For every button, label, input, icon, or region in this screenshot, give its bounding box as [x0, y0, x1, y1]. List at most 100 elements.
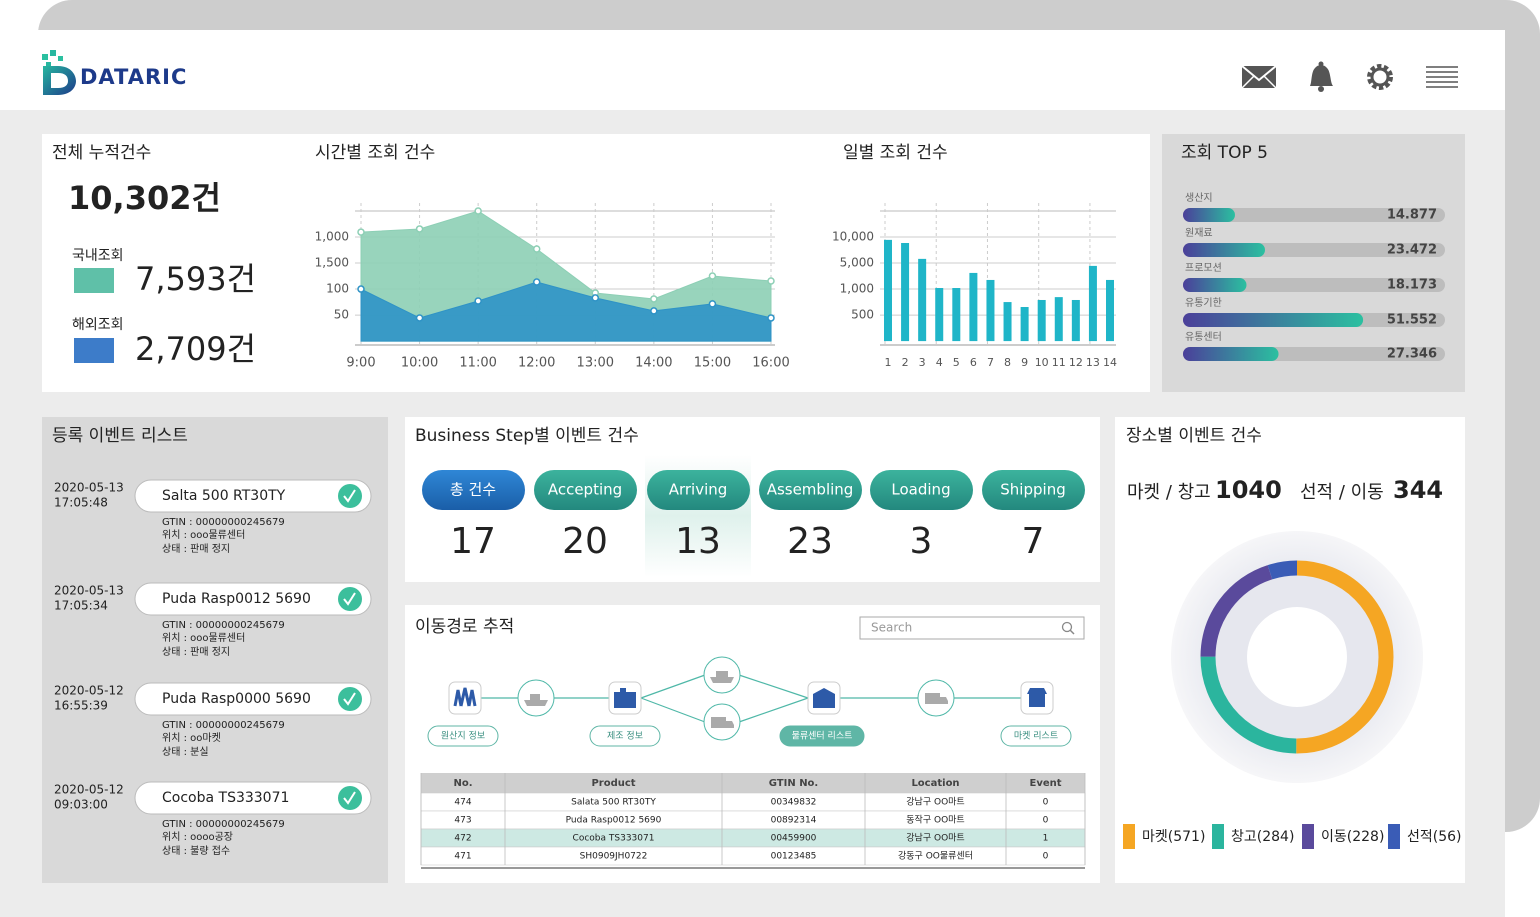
table-cell: 0 [1043, 816, 1049, 826]
route-node-pill[interactable] [779, 725, 865, 747]
total-value: 10,302건 [68, 179, 221, 217]
check-mark [343, 791, 356, 805]
event-time: 17:05:34 [54, 599, 108, 613]
event-status: 상태 : 판매 정지 [162, 646, 230, 658]
step-count: 23 [787, 521, 833, 562]
step-label: Assembling [767, 481, 854, 499]
bar-label: 생산지 [1185, 192, 1213, 204]
x-tick-label: 1 [885, 356, 892, 369]
value-label: 51.552 [1387, 313, 1437, 328]
event-date: 2020-05-13 [54, 481, 124, 495]
donut-segment [1200, 656, 1297, 754]
event-date: 2020-05-12 [54, 783, 124, 797]
overseas-label: 해외조회 [72, 317, 124, 333]
table-row [420, 828, 1086, 848]
route-node-pill[interactable] [427, 725, 499, 747]
x-tick-label: 3 [919, 356, 926, 369]
x-tick-label: 8 [1004, 356, 1011, 369]
bar-label: 유통센터 [1185, 331, 1222, 343]
step-label: Shipping [1000, 481, 1065, 499]
total-title: 전체 누적건수 [52, 143, 151, 163]
bell-icon[interactable] [1310, 61, 1333, 93]
overseas-swatch [74, 338, 114, 363]
header-bar [0, 30, 1505, 110]
table-row [420, 810, 1086, 830]
table-cell: 472 [454, 834, 471, 844]
route-icons [448, 656, 1054, 741]
event-name: Puda Rasp0000 5690 [162, 691, 311, 707]
donut-segment [1267, 560, 1298, 580]
chart-title: 일별 조회 건수 [843, 143, 948, 163]
x-tick-label: 4 [936, 356, 943, 369]
location-right-label: 선적 / 이동 [1300, 482, 1384, 503]
y-tick-label: 1,000 [315, 230, 349, 244]
step-button[interactable] [982, 470, 1085, 510]
event-pill [134, 682, 372, 716]
x-tick-label: 12 [1069, 356, 1083, 369]
table-cell: 00123485 [771, 852, 817, 862]
table-header-cell: GTIN No. [769, 778, 818, 789]
step-count: 17 [450, 521, 496, 562]
bar-track [1183, 278, 1445, 292]
location-left-label: 마켓 / 창고 [1127, 482, 1211, 503]
point [474, 297, 482, 305]
point [767, 277, 775, 285]
legend-swatch [1123, 824, 1135, 849]
bar [986, 279, 995, 342]
point [532, 278, 541, 286]
point [357, 228, 365, 236]
x-tick-label: 10:00 [401, 356, 438, 371]
legend-label: 창고(284) [1231, 829, 1294, 845]
event-time: 17:05:48 [54, 496, 108, 510]
step-button[interactable] [759, 470, 862, 510]
settings-icon[interactable] [1367, 64, 1393, 90]
event-gtin: GTIN : 00000000245679 [162, 620, 285, 631]
step-label: Arriving [669, 481, 728, 499]
table-cell: 0 [1043, 798, 1049, 808]
x-tick-label: 10 [1035, 356, 1049, 369]
event-pill [134, 479, 372, 513]
route-node-pill[interactable] [589, 725, 661, 747]
table-cell: 1 [1043, 834, 1049, 844]
step-button[interactable] [422, 470, 525, 510]
bar [901, 243, 910, 342]
menu-icon[interactable] [1426, 66, 1458, 88]
route-node-label: 물류센터 리스트 [792, 731, 853, 742]
point [650, 295, 658, 303]
donut-segment [1296, 560, 1394, 754]
point [708, 300, 717, 308]
bar [1071, 299, 1080, 342]
event-pill [134, 582, 372, 616]
table-cell: Cocoba TS333071 [573, 834, 655, 844]
value-label: 14.877 [1387, 208, 1437, 223]
bar [884, 239, 892, 342]
step-button[interactable] [647, 470, 750, 510]
route-node-label: 원산지 정보 [441, 731, 485, 742]
search-icon[interactable] [1061, 621, 1075, 635]
mail-icon[interactable] [1241, 65, 1277, 89]
y-tick-label: 1,500 [315, 256, 349, 270]
step-label: 총 건수 [450, 481, 496, 499]
bar [918, 258, 927, 342]
event-name: Salta 500 RT30TY [162, 488, 286, 504]
value-label: 18.173 [1387, 278, 1437, 293]
y-tick-label: 500 [851, 308, 874, 322]
legend-label: 이동(228) [1321, 829, 1384, 845]
table-row [420, 792, 1086, 812]
table-cell: 471 [454, 852, 471, 862]
chart-title: 조회 TOP 5 [1181, 143, 1268, 163]
event-gtin: GTIN : 00000000245679 [162, 819, 285, 830]
route-node-pill[interactable] [1000, 725, 1072, 747]
search-box[interactable] [859, 616, 1085, 640]
step-button[interactable] [870, 470, 973, 510]
x-tick-label: 12:00 [518, 356, 555, 371]
legend-swatch [1388, 824, 1400, 849]
check-mark [343, 489, 356, 503]
domestic-label: 국내조회 [72, 248, 124, 264]
value-label: 27.346 [1387, 347, 1437, 362]
table-header-cell: No. [453, 778, 472, 789]
step-button[interactable] [534, 470, 637, 510]
event-date: 2020-05-12 [54, 684, 124, 698]
check-mark [343, 692, 356, 706]
